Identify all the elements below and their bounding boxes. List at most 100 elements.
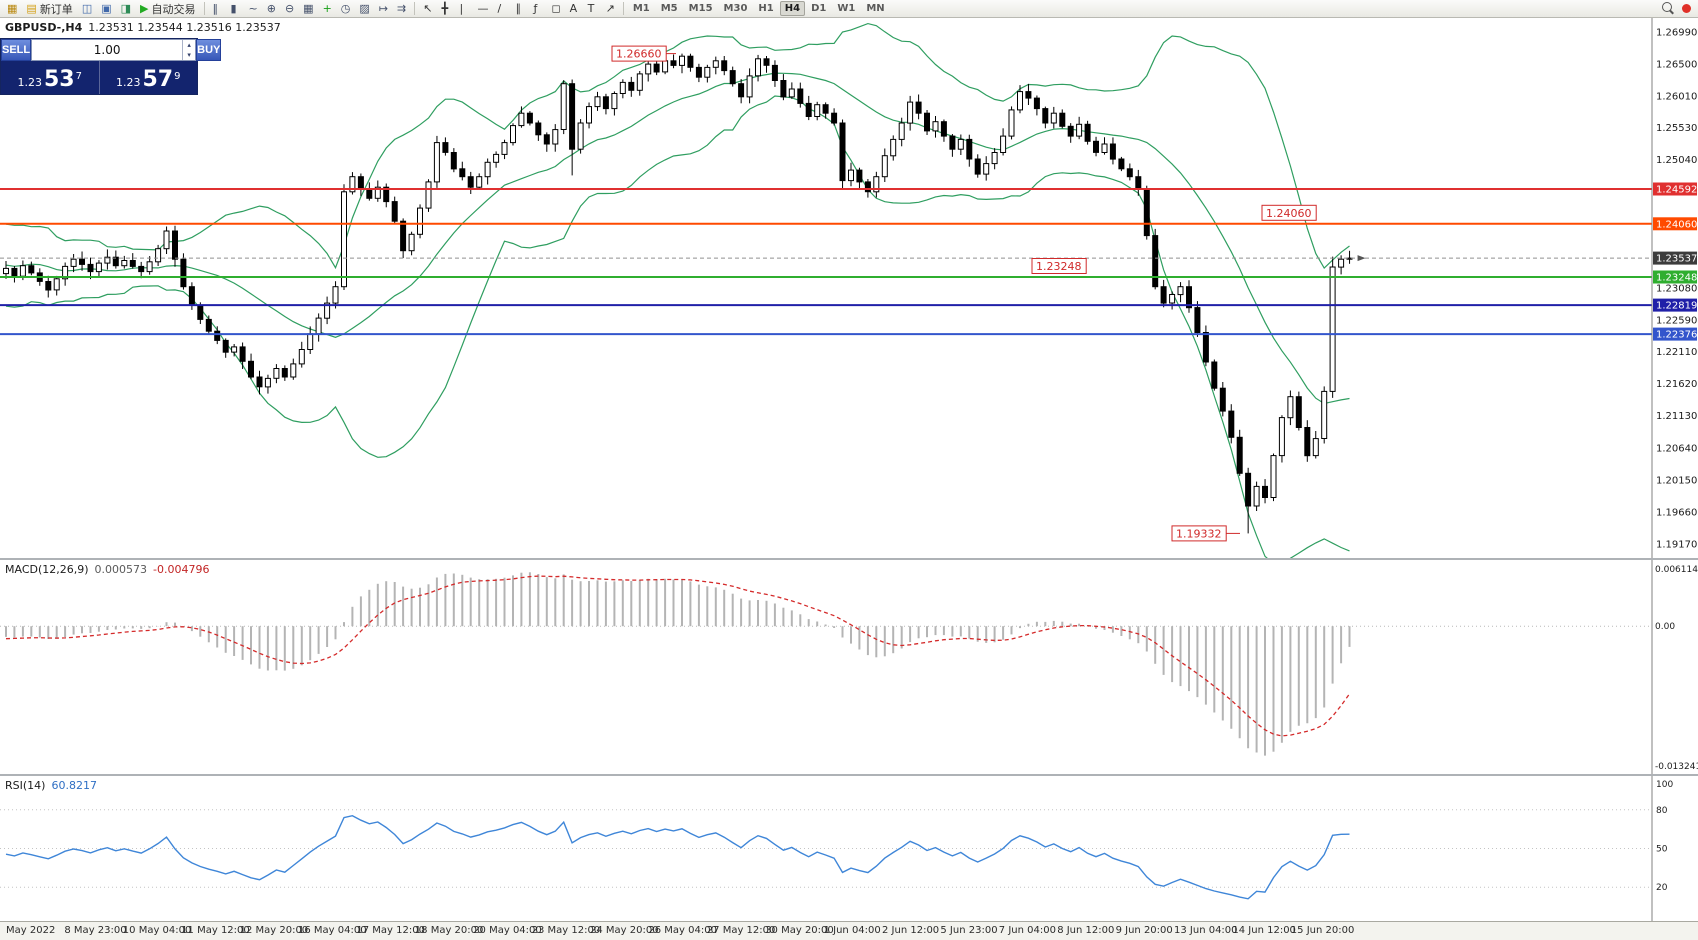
tile-windows-button[interactable]: ▦: [299, 1, 317, 17]
axis-price-tag: [1653, 217, 1697, 231]
auto-scroll-button[interactable]: ↦: [375, 1, 392, 17]
price-label-annotation[interactable]: 1.26660: [611, 45, 676, 62]
vertical-line-button[interactable]: |: [455, 1, 472, 17]
text-button[interactable]: A: [566, 1, 583, 17]
notification-badge: [1682, 4, 1691, 13]
volume-increase-button[interactable]: [183, 40, 195, 50]
price-label-annotation[interactable]: 1.19332: [1171, 525, 1240, 542]
cursor-button[interactable]: ↖: [419, 1, 436, 17]
sell-button[interactable]: SELL: [1, 39, 32, 61]
axis-price-tag: [1653, 182, 1697, 196]
time-axis-label: May 2022: [6, 925, 56, 936]
volume-decrease-button[interactable]: [183, 50, 195, 60]
rsi-axis-label: 50: [1656, 845, 1668, 855]
ask-price[interactable]: 1.23 57 9: [100, 61, 198, 94]
chart-shift-button[interactable]: ⇉: [393, 1, 410, 17]
current-price-arrow: [1357, 255, 1366, 262]
label-button-icon: T: [587, 2, 595, 15]
price-label-annotation[interactable]: 1.24060: [1261, 204, 1317, 221]
timeframe-m15-button[interactable]: M15: [688, 3, 713, 14]
toolbar-separator: [622, 2, 624, 15]
templates-button[interactable]: ▨: [355, 1, 373, 17]
tile-windows-button-icon: ▦: [303, 2, 314, 15]
timeframe-m1-button[interactable]: M1: [632, 3, 650, 14]
horizontal-line-button[interactable]: —: [473, 1, 492, 17]
new-order-button[interactable]: ▤ 新订单: [22, 1, 76, 17]
timeframe-m5-button[interactable]: M5: [660, 3, 678, 14]
time-axis-label: 8 Jun 12:00: [1057, 925, 1115, 936]
label-button[interactable]: T: [584, 1, 601, 17]
new-chart-button[interactable]: ▦: [3, 1, 21, 17]
zoom-in-button[interactable]: ⊕: [263, 1, 280, 17]
timeframe-d1-button[interactable]: D1: [811, 3, 827, 14]
search-icon[interactable]: [1662, 2, 1675, 15]
time-axis[interactable]: May 2022 8 May 23:00 10 May 04:00 11 May 12…: [0, 921, 1698, 940]
arrows-button[interactable]: ↗: [602, 1, 619, 17]
new-indicator-button[interactable]: +: [319, 1, 336, 17]
timeframe-h1-button[interactable]: H1: [758, 3, 774, 14]
auto-scroll-button-icon: ↦: [378, 2, 389, 15]
price-axis-tick: 1.21620: [1656, 379, 1697, 390]
market-watch-button[interactable]: ◫: [78, 1, 96, 17]
periods-button[interactable]: ◷: [337, 1, 355, 17]
templates-button-icon: ▨: [359, 2, 370, 15]
zoom-out-button[interactable]: ⊖: [281, 1, 298, 17]
zoom-in-button-icon: ⊕: [266, 2, 276, 15]
pane-splitter[interactable]: [0, 558, 1698, 560]
bar-chart-button[interactable]: ‖: [209, 1, 226, 17]
time-axis-label: 14 Jun 12:00: [1232, 925, 1296, 936]
macd-histogram: [5, 572, 1351, 756]
toolbar: ▦ ▤ 新订单 ◫ ▣ ◨ ▶ 自动交易 ‖ ▮ ~ ⊕ ⊖ ▦ + ◷ ▨ ↦ ⇉ ↖ ╋ | — / ∥ ƒ ◻ A T ↗ M1 M5 M…: [0, 0, 1698, 18]
rsi-axis[interactable]: 100 80 50 20: [1651, 776, 1698, 921]
rsi-chart[interactable]: 100 80 50 20: [0, 776, 1698, 921]
price-chart-pane: 1.26990 1.26500 1.26010 1.25530 1.25040 1.230…: [0, 18, 1698, 558]
shapes-button[interactable]: ◻: [547, 1, 564, 17]
fibonacci-button-icon: ƒ: [533, 2, 538, 15]
channel-button[interactable]: ∥: [511, 1, 528, 17]
timeframe-h4-button[interactable]: H4: [779, 1, 806, 16]
bollinger-bands: [5, 22, 1350, 558]
trendline-button[interactable]: /: [493, 1, 510, 17]
macd-chart[interactable]: 0.006114 0.00 -0.013241: [0, 560, 1698, 774]
time-axis-label: 23 May 12:00: [531, 925, 601, 936]
crosshair-button[interactable]: ╋: [437, 1, 454, 17]
chart-shift-button-icon: ⇉: [397, 2, 407, 15]
new-chart-button-icon: ▦: [7, 2, 18, 15]
toolbar-separator: [203, 2, 205, 15]
auto-trading-button[interactable]: ▶ 自动交易: [136, 1, 199, 17]
price-label-annotation[interactable]: 1.23248: [1031, 258, 1087, 274]
buy-button[interactable]: BUY: [196, 39, 222, 61]
timeframe-m30-button[interactable]: M30: [723, 3, 748, 14]
line-chart-button[interactable]: ~: [245, 1, 262, 17]
price-chart[interactable]: 1.26990 1.26500 1.26010 1.25530 1.25040 1.230…: [0, 18, 1698, 558]
channel-button-icon: ∥: [515, 2, 521, 15]
price-axis[interactable]: 1.26990 1.26500 1.26010 1.25530 1.25040 1.230…: [1651, 18, 1698, 558]
pane-splitter[interactable]: [0, 774, 1698, 776]
price-label-annotation-text: 1.19332: [1176, 527, 1222, 540]
price-label-annotation-text: 1.24060: [1266, 207, 1312, 220]
bid-pip-digit: 7: [75, 71, 82, 82]
macd-axis[interactable]: 0.006114 0.00 -0.013241: [1651, 560, 1698, 774]
navigator-button[interactable]: ◨: [117, 1, 135, 17]
data-window-button[interactable]: ▣: [97, 1, 115, 17]
periods-button-icon: ◷: [340, 2, 351, 15]
bid-price[interactable]: 1.23 53 7: [1, 61, 100, 94]
symbol-title: GBPUSD-,H4: [5, 21, 83, 34]
fibonacci-button[interactable]: ƒ: [529, 1, 546, 17]
rsi-name: RSI(14): [5, 779, 46, 792]
axis-price-tag-text: 1.22376: [1656, 330, 1697, 341]
crosshair-button-icon: ╋: [441, 2, 449, 15]
timeframe-mn-button[interactable]: MN: [866, 3, 885, 14]
macd-main-value: 0.000573: [94, 563, 148, 576]
ask-big-digits: 57: [142, 67, 174, 92]
price-axis-tick: 1.26500: [1656, 60, 1697, 71]
toolbar-separator: [414, 2, 416, 15]
volume-input[interactable]: [32, 40, 183, 60]
candles-series: [3, 53, 1353, 534]
vertical-line-button-icon: |: [459, 2, 464, 15]
timeframe-w1-button[interactable]: W1: [837, 3, 856, 14]
time-axis-label: 18 May 20:00: [414, 925, 484, 936]
candlestick-chart-button[interactable]: ▮: [227, 1, 244, 17]
time-axis-label: 26 May 04:00: [648, 925, 717, 936]
